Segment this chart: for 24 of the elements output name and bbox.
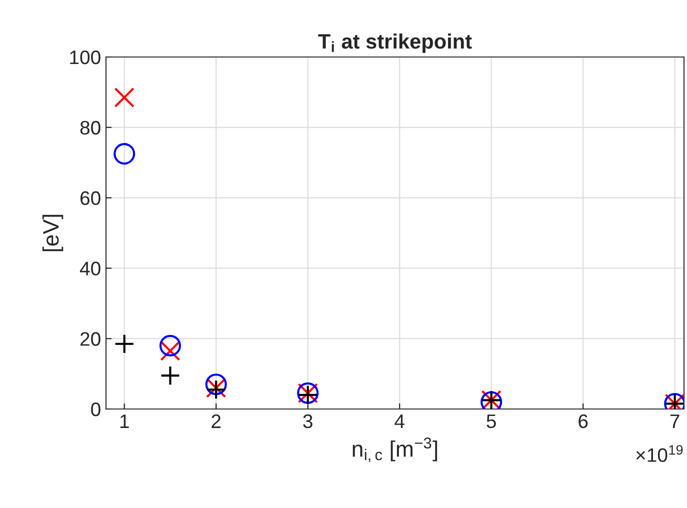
- y-tick-label: 20: [80, 332, 100, 346]
- point: [114, 87, 134, 108]
- point: [205, 374, 227, 396]
- point: [160, 340, 180, 361]
- y-tick-label: 80: [80, 120, 100, 135]
- x-tick-label: 5: [486, 414, 496, 428]
- y-tick-label: 0: [91, 402, 100, 416]
- point: [160, 365, 180, 386]
- x-tick-label: 7: [670, 414, 680, 428]
- point: [159, 334, 181, 356]
- x-tick-label: 1: [120, 414, 129, 428]
- point: [114, 143, 136, 165]
- x-tick-label: 2: [212, 414, 221, 428]
- x-tick-label: 6: [578, 414, 588, 428]
- y-axis-title: [eV]: [42, 214, 64, 252]
- x-axis-title: n$_{i,c}$ [m$^{−3}$]: [352, 438, 438, 462]
- y-tick-label: 40: [80, 262, 100, 276]
- point: [114, 334, 134, 354]
- chart-title: T$_{i}$ at strikepoint: [318, 33, 472, 53]
- y-tick-label: 100: [70, 50, 100, 64]
- y-tick-label: 60: [80, 191, 100, 206]
- x-tick-label: 3: [303, 414, 312, 428]
- text: ×10$^{19}$: [636, 445, 683, 462]
- x-tick-label: 4: [394, 414, 404, 428]
